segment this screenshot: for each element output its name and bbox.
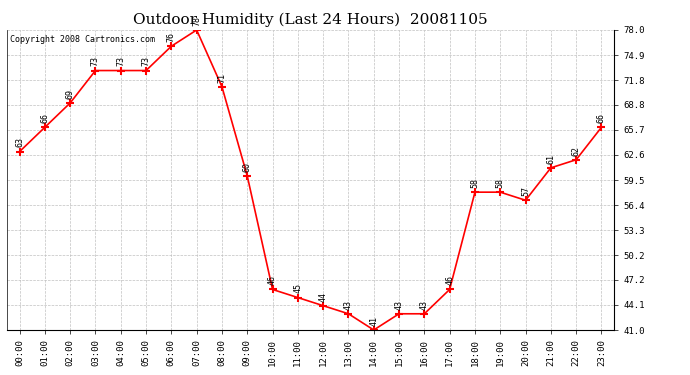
Text: 66: 66: [40, 113, 50, 123]
Title: Outdoor Humidity (Last 24 Hours)  20081105: Outdoor Humidity (Last 24 Hours) 2008110…: [133, 13, 488, 27]
Text: 71: 71: [217, 73, 226, 82]
Text: 78: 78: [192, 16, 201, 26]
Text: 46: 46: [268, 275, 277, 285]
Text: 63: 63: [15, 138, 24, 147]
Text: 58: 58: [471, 178, 480, 188]
Text: 46: 46: [445, 275, 454, 285]
Text: 60: 60: [243, 162, 252, 172]
Text: Copyright 2008 Cartronics.com: Copyright 2008 Cartronics.com: [10, 34, 155, 44]
Text: 45: 45: [293, 284, 302, 293]
Text: 44: 44: [319, 291, 328, 302]
Text: 43: 43: [395, 300, 404, 310]
Text: 73: 73: [141, 56, 150, 66]
Text: 41: 41: [369, 316, 378, 326]
Text: 57: 57: [521, 186, 530, 196]
Text: 76: 76: [167, 32, 176, 42]
Text: 73: 73: [91, 56, 100, 66]
Text: 58: 58: [495, 178, 505, 188]
Text: 73: 73: [116, 56, 126, 66]
Text: 66: 66: [597, 113, 606, 123]
Text: 69: 69: [66, 89, 75, 99]
Text: 43: 43: [344, 300, 353, 310]
Text: 61: 61: [546, 154, 555, 164]
Text: 62: 62: [571, 146, 581, 156]
Text: 43: 43: [420, 300, 429, 310]
